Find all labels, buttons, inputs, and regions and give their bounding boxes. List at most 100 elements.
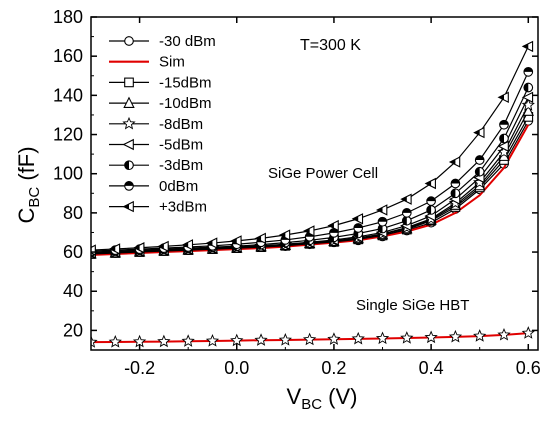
data-point bbox=[303, 332, 317, 346]
series-layer bbox=[91, 40, 535, 348]
legend: -30 dBm Sim -15dBm -10dBm -8dBm -5dBm -3dBm 0dB… bbox=[109, 33, 216, 216]
data-point bbox=[450, 178, 461, 189]
legend-entry: -8dBm bbox=[109, 116, 203, 133]
x-tick-label: 0.6 bbox=[516, 358, 541, 378]
series-8 bbox=[91, 40, 534, 256]
y-tick-label: 60 bbox=[63, 242, 83, 262]
data-point bbox=[521, 326, 535, 339]
x-axis-title: VBC (V) bbox=[287, 384, 358, 413]
data-point bbox=[497, 327, 511, 341]
data-point bbox=[230, 333, 244, 347]
legend-marker bbox=[122, 116, 136, 130]
x-tick-label: -0.2 bbox=[124, 358, 155, 378]
axes-layer: -0.2 0.0 0.2 0.4 0.6 20 40 60 80 100 120 140 160 180 V… bbox=[14, 7, 541, 413]
legend-marker bbox=[124, 160, 134, 171]
series-line bbox=[91, 71, 529, 252]
data-point bbox=[473, 329, 487, 342]
data-point bbox=[497, 140, 509, 152]
y-tick-label: 140 bbox=[53, 85, 83, 105]
legend-marker bbox=[124, 77, 134, 88]
data-point bbox=[424, 177, 436, 190]
data-point bbox=[426, 205, 436, 215]
data-point bbox=[448, 329, 463, 343]
data-point bbox=[205, 334, 220, 347]
data-point bbox=[400, 331, 414, 344]
y-tick-label: 100 bbox=[53, 164, 83, 184]
data-point bbox=[230, 235, 242, 247]
legend-entry: +3dBm bbox=[109, 199, 207, 216]
legend-entry: -3dBm bbox=[109, 157, 203, 174]
data-point bbox=[327, 219, 339, 232]
data-point bbox=[499, 133, 509, 144]
data-point bbox=[157, 334, 171, 348]
data-point bbox=[108, 334, 122, 348]
data-point bbox=[353, 223, 364, 233]
data-point bbox=[401, 208, 412, 218]
legend-marker bbox=[122, 138, 134, 151]
legend-label: +3dBm bbox=[159, 199, 207, 216]
data-point bbox=[521, 40, 534, 53]
data-point bbox=[303, 225, 315, 237]
data-point bbox=[426, 196, 436, 206]
series-9 bbox=[91, 326, 535, 348]
y-tick-label: 160 bbox=[53, 46, 83, 66]
legend-entry: -15dBm bbox=[109, 74, 212, 91]
data-point bbox=[521, 98, 535, 111]
data-point bbox=[351, 213, 364, 225]
data-point bbox=[377, 216, 388, 227]
data-point bbox=[351, 331, 365, 345]
legend-marker bbox=[123, 96, 135, 108]
series-line bbox=[91, 46, 529, 251]
legend-label: Sim bbox=[159, 54, 185, 71]
data-point bbox=[181, 239, 194, 251]
data-point bbox=[523, 82, 534, 93]
legend-entry: 0dBm bbox=[109, 178, 198, 195]
legend-label: -5dBm bbox=[159, 137, 203, 154]
y-axis-title: CBC (fF) bbox=[14, 146, 43, 223]
plot-frame bbox=[90, 16, 539, 351]
data-point bbox=[499, 119, 509, 130]
data-point bbox=[108, 243, 121, 255]
annotations: T=300 K SiGe Power Cell Single SiGe HBT bbox=[268, 37, 469, 314]
data-point bbox=[448, 156, 461, 168]
data-point bbox=[521, 91, 534, 104]
x-tick-label: 0.2 bbox=[321, 358, 346, 378]
data-point bbox=[278, 333, 292, 346]
series-7 bbox=[91, 66, 534, 256]
data-point bbox=[133, 242, 145, 254]
y-tick-label: 20 bbox=[63, 320, 83, 340]
y-tick-label: 180 bbox=[53, 7, 83, 27]
data-point bbox=[157, 240, 169, 253]
data-point bbox=[254, 333, 268, 346]
y-tick-label: 40 bbox=[63, 281, 83, 301]
data-point bbox=[424, 330, 438, 344]
data-point bbox=[375, 204, 388, 216]
data-point bbox=[375, 331, 390, 345]
legend-label: 0dBm bbox=[159, 178, 198, 195]
data-point bbox=[91, 335, 98, 348]
legend-entry: -5dBm bbox=[109, 137, 203, 154]
data-point bbox=[474, 166, 485, 177]
single-hbt-annotation: Single SiGe HBT bbox=[356, 297, 469, 314]
data-point bbox=[181, 334, 195, 347]
data-point bbox=[474, 155, 485, 165]
data-point bbox=[523, 66, 534, 77]
legend-entry: -30 dBm bbox=[109, 33, 216, 50]
legend-entry: -10dBm bbox=[109, 95, 212, 112]
temperature-annotation: T=300 K bbox=[300, 37, 361, 54]
data-point bbox=[205, 237, 218, 249]
legend-entry: Sim bbox=[109, 54, 185, 71]
data-point bbox=[400, 193, 412, 205]
legend-label: -8dBm bbox=[159, 116, 203, 133]
data-point bbox=[327, 332, 341, 345]
legend-marker bbox=[124, 181, 134, 191]
legend-label: -3dBm bbox=[159, 157, 203, 174]
power-cell-annotation: SiGe Power Cell bbox=[268, 165, 378, 182]
data-point bbox=[450, 188, 461, 199]
data-point bbox=[497, 91, 509, 104]
legend-marker bbox=[122, 200, 134, 213]
legend-label: -15dBm bbox=[159, 74, 212, 91]
legend-label: -10dBm bbox=[159, 95, 212, 112]
x-tick-label: 0.4 bbox=[419, 358, 444, 378]
